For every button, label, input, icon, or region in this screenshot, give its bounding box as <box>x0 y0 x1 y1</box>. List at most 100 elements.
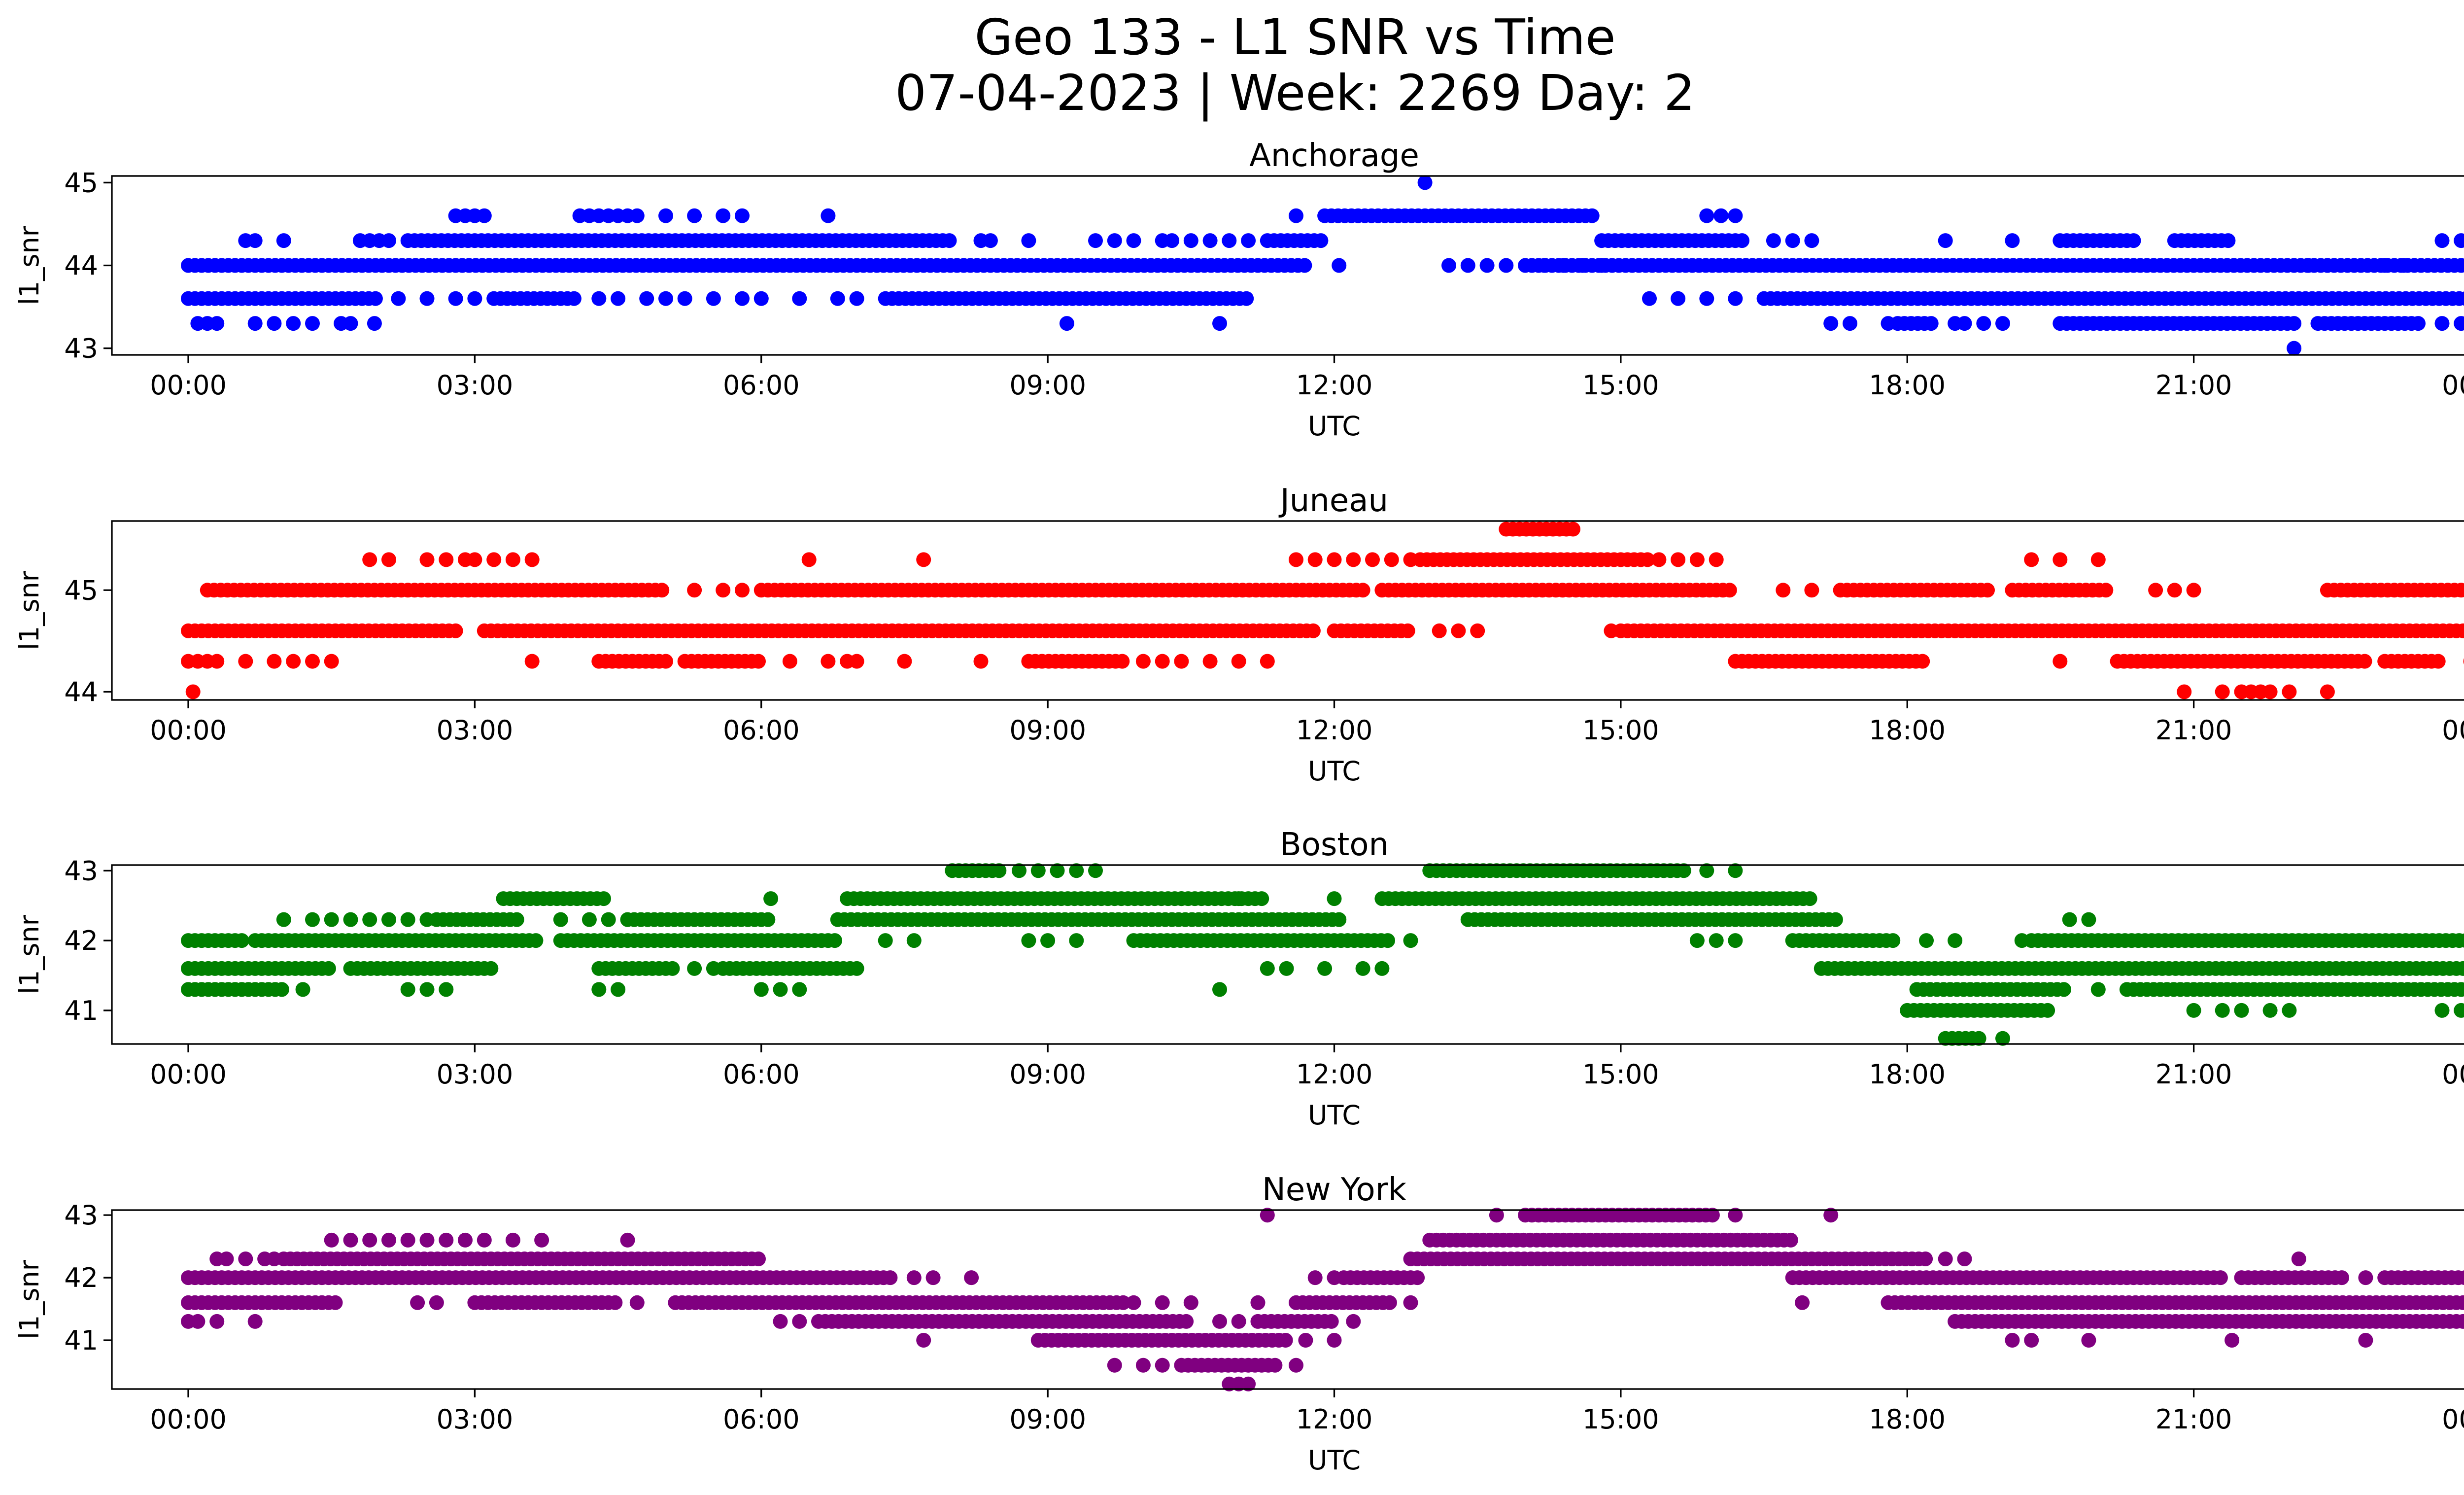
data-point <box>1735 233 1749 248</box>
data-point <box>343 912 358 927</box>
y-axis-label: l1_snr <box>14 225 45 305</box>
data-point <box>1126 233 1141 248</box>
data-point <box>1267 1357 1283 1373</box>
data-point <box>1651 552 1667 567</box>
data-point <box>2221 233 2236 248</box>
data-point <box>321 961 336 976</box>
data-point <box>367 316 382 331</box>
x-tick-label: 12:00 <box>1296 370 1373 401</box>
data-point <box>677 291 692 306</box>
data-point <box>1451 623 1466 638</box>
data-point <box>1260 654 1275 669</box>
data-point <box>2005 1333 2020 1348</box>
x-tick-label: 06:00 <box>723 370 800 401</box>
y-axis-label: l1_snr <box>14 570 45 650</box>
data-point <box>792 982 807 997</box>
data-point <box>1212 982 1227 997</box>
data-point <box>2377 258 2393 273</box>
data-point <box>1699 863 1714 878</box>
data-point <box>897 654 912 669</box>
data-point <box>2462 964 2464 973</box>
data-point <box>247 233 263 248</box>
data-point <box>1604 623 1619 638</box>
data-point <box>1995 316 2010 331</box>
data-point <box>2456 961 2464 976</box>
data-point <box>1313 233 1329 248</box>
data-point <box>1088 233 1103 248</box>
data-point <box>1823 316 1839 331</box>
data-point <box>821 654 836 669</box>
data-point <box>1115 654 1130 669</box>
data-point <box>942 233 957 248</box>
data-point <box>654 583 670 598</box>
data-point <box>429 1295 444 1310</box>
data-point <box>1324 1314 1339 1329</box>
data-point <box>2320 258 2335 273</box>
x-tick-label: 15:00 <box>1582 1059 1659 1090</box>
data-point <box>658 291 673 306</box>
data-point <box>2224 1333 2240 1348</box>
data-point <box>849 961 864 976</box>
data-point <box>611 982 626 997</box>
data-point <box>343 316 358 331</box>
y-tick-label: 43 <box>64 855 98 886</box>
data-point <box>1671 552 1686 567</box>
data-point <box>1640 552 1655 567</box>
data-point <box>1305 623 1321 638</box>
data-point <box>1403 1295 1418 1310</box>
panel-title: Boston <box>1280 827 1389 863</box>
data-point <box>608 1295 623 1310</box>
data-point <box>1918 1252 1933 1266</box>
data-point <box>534 1232 549 1248</box>
data-point <box>234 933 249 948</box>
data-points <box>181 522 2464 699</box>
data-point <box>1971 1031 1986 1046</box>
data-point <box>553 912 568 927</box>
data-point <box>925 1270 941 1286</box>
data-point <box>1107 1357 1122 1373</box>
data-point <box>2090 552 2106 567</box>
x-tick-label: 00:00 <box>2442 1059 2464 1090</box>
data-point <box>1642 291 1657 306</box>
data-point <box>916 1333 931 1348</box>
x-tick-label: 03:00 <box>437 370 513 401</box>
x-axis-label: UTC <box>1308 1100 1361 1131</box>
data-point <box>2454 583 2464 598</box>
data-point <box>1709 552 1724 567</box>
data-point <box>1212 1314 1227 1329</box>
data-point <box>419 552 435 567</box>
subplot-4: New York 00:00 03:00 06:00 09:00 12:00 15:00 18… <box>14 1172 2464 1476</box>
data-point <box>1317 961 1333 976</box>
data-point <box>2215 684 2230 699</box>
data-point <box>1470 623 1485 638</box>
data-point <box>706 291 721 306</box>
data-point <box>1403 933 1418 948</box>
data-point <box>1021 933 1036 948</box>
x-tick-label: 00:00 <box>150 1059 227 1090</box>
data-point <box>477 208 492 223</box>
data-point <box>1460 258 1475 273</box>
data-point <box>2262 1003 2278 1018</box>
data-point <box>1537 258 1552 273</box>
data-point <box>1278 1333 1293 1348</box>
data-point <box>2014 933 2029 948</box>
data-point <box>2458 1270 2464 1285</box>
data-point <box>328 1295 343 1310</box>
data-point <box>687 583 702 598</box>
data-point <box>751 1252 766 1266</box>
data-point <box>1069 863 1084 878</box>
subplot-grid: Anchorage 00:00 03:00 06:00 09:00 12:00 15:00 1… <box>14 138 2464 1476</box>
data-point <box>2396 258 2411 273</box>
data-point <box>267 1252 282 1266</box>
data-point <box>2040 1003 2055 1018</box>
data-point <box>753 291 769 306</box>
data-point <box>658 208 673 223</box>
data-point <box>343 1232 358 1248</box>
data-point <box>687 961 702 976</box>
data-point <box>1403 552 1418 567</box>
data-point <box>305 654 320 669</box>
data-point <box>566 291 582 306</box>
data-point <box>1059 316 1074 331</box>
data-point <box>2262 684 2278 699</box>
data-point <box>760 912 776 927</box>
